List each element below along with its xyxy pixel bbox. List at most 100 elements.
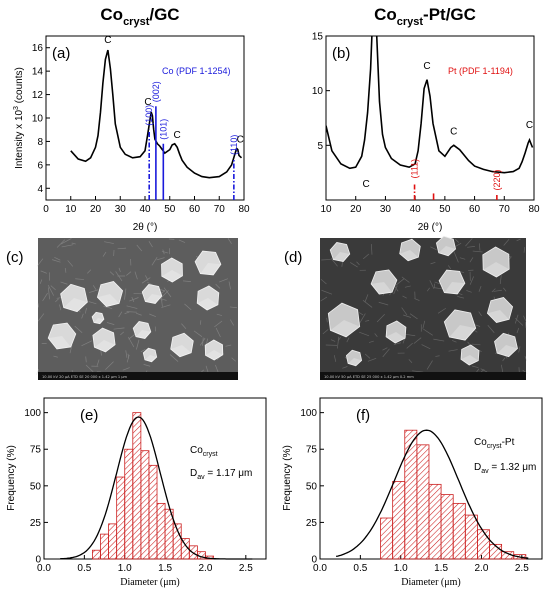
sem-texture-line: [472, 250, 483, 253]
sem-texture-line: [356, 261, 360, 266]
sem-crystal: [161, 257, 183, 283]
panel-label-c: (c): [6, 249, 24, 266]
y-tick-label: 8: [37, 137, 43, 148]
sem-crystal: [170, 332, 194, 358]
peak-label: C: [144, 97, 151, 108]
sem-texture-line: [148, 241, 153, 248]
sem-texture-line: [219, 278, 228, 283]
sem-crystal-facet: [449, 325, 476, 341]
sem-texture-line: [85, 356, 87, 363]
sem-texture-line: [321, 289, 333, 295]
sem-texture-line: [182, 280, 191, 282]
sem-texture-line: [364, 353, 371, 359]
peak-label: C: [526, 120, 533, 131]
histogram-bar: [428, 483, 442, 560]
sem-texture-line: [36, 258, 44, 267]
reference-line-label: (111): [410, 159, 420, 179]
sem-texture-line: [149, 313, 157, 318]
sem-crystal-facet: [333, 252, 350, 262]
sem-texture-line: [469, 257, 474, 263]
sem-crystal-facet: [200, 263, 221, 275]
y-tick-label: 0: [35, 555, 41, 566]
panel-label-d: (d): [284, 249, 302, 266]
sem-crystal-facet: [487, 310, 510, 323]
sem-texture-line: [491, 288, 496, 293]
y-tick-label: 50: [30, 481, 42, 492]
sem-texture-line: [59, 304, 62, 311]
sem-texture-line: [126, 271, 132, 276]
sem-texture-line: [37, 303, 39, 308]
sem-texture-line: [199, 337, 206, 346]
sem-texture-line: [88, 301, 97, 305]
y-tick-label: 25: [30, 518, 42, 529]
annotation-name-f: Cocryst-Pt: [474, 437, 515, 450]
x-tick-label: 70: [499, 204, 511, 215]
sem-texture-line: [422, 320, 426, 329]
y-axis-label-e: Frequency (%): [6, 445, 17, 511]
sem-texture-line: [518, 346, 521, 353]
sem-texture-line: [413, 337, 422, 344]
sem-texture-line: [408, 359, 413, 364]
sem-texture-line: [125, 350, 128, 358]
sem-crystal-facet: [438, 246, 456, 256]
sem-texture-line: [214, 320, 223, 328]
gaussian-fit-curve: [60, 416, 253, 560]
x-tick-label: 50: [164, 204, 176, 215]
x-tick-label: 80: [238, 204, 250, 215]
x-tick-label: 20: [350, 204, 362, 215]
sem-texture-line: [502, 357, 506, 362]
sem-texture-line: [471, 343, 481, 346]
sem-texture-line: [120, 331, 124, 336]
sem-texture-line: [81, 340, 93, 347]
sem-crystal-facet: [330, 320, 360, 337]
sem-texture-line: [493, 289, 502, 292]
sem-crystal-facet: [399, 250, 419, 261]
sem-texture-line: [40, 270, 47, 274]
sem-texture-line: [96, 359, 100, 367]
sem-texture-line: [37, 313, 45, 322]
sem-texture-line: [451, 340, 457, 343]
sem-texture-line: [71, 242, 76, 245]
sem-texture-line: [52, 259, 61, 263]
sem-texture-line: [401, 307, 408, 316]
sem-crystal: [327, 302, 361, 338]
sem-texture-line: [129, 297, 139, 302]
y-tick-label: 10: [312, 86, 324, 97]
histogram-bar: [156, 502, 166, 560]
sem-texture-line: [465, 238, 473, 247]
sem-texture-line: [503, 287, 507, 292]
reference-line-label: (101): [158, 119, 168, 140]
sem-texture-line: [104, 241, 114, 244]
sem-texture-line: [350, 262, 358, 268]
x-tick-label: 50: [439, 204, 451, 215]
sem-texture-line: [469, 276, 474, 285]
sem-texture-line: [508, 256, 512, 260]
sem-crystal-facet: [48, 336, 71, 349]
sem-crystal: [486, 297, 514, 323]
sem-texture-line: [523, 315, 527, 322]
sem-texture-line: [126, 311, 137, 313]
xrd-curve: [70, 49, 243, 179]
sem-crystal-facet: [94, 340, 116, 352]
sem-texture-line: [374, 333, 378, 337]
histogram-bar: [132, 412, 142, 560]
peak-label: C: [174, 130, 181, 141]
annotation-dav-f: Dav = 1.32 μm: [474, 462, 536, 475]
sem-crystal: [47, 322, 77, 350]
sem-texture-line: [459, 257, 466, 260]
sem-texture-line: [426, 287, 430, 292]
x-tick-label: 1.5: [434, 563, 448, 574]
y-tick-label: 10: [32, 114, 44, 125]
sem-crystal: [204, 339, 224, 361]
sem-texture-line: [118, 267, 121, 273]
sem-texture-line: [429, 280, 435, 289]
sem-info-text: 10.00 kV 20 μA ETD SE 20 000 x 1.42 μm 1…: [42, 375, 128, 379]
y-tick-label: 75: [30, 445, 42, 456]
sem-texture-line: [162, 249, 165, 255]
sem-texture-line: [169, 354, 179, 362]
x-tick-label: 0: [43, 204, 49, 215]
sem-texture-line: [216, 313, 223, 316]
y-tick-label: 100: [300, 408, 317, 419]
peak-label: C: [104, 35, 111, 46]
x-tick-label: 40: [410, 204, 422, 215]
